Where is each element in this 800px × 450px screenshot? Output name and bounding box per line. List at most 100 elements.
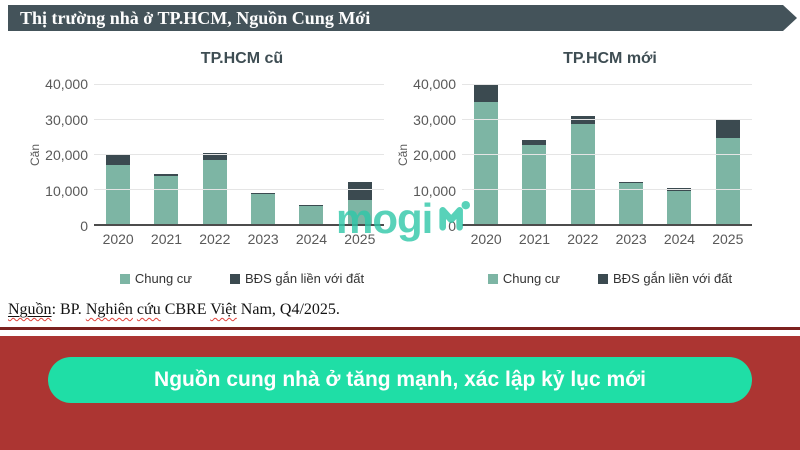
title-banner: Thị trường nhà ở TP.HCM, Nguồn Cung Mới [8, 5, 797, 31]
legend: Chung cư BĐS gắn liền với đất [94, 271, 390, 286]
bar-segment [522, 140, 547, 146]
source-note: Nguồn: BP. Nghiên cứu CBRE Việt Nam, Q4/… [8, 301, 340, 319]
stacked-bar-2020 [474, 84, 499, 224]
gridline [94, 154, 384, 155]
legend: Chung cư BĐS gắn liền với đất [462, 271, 758, 286]
legend-label: Chung cư [502, 271, 561, 286]
chart-tphcm-cu: TP.HCM cũ Căn 40,000 30,000 20,000 10,000 0 … [28, 50, 390, 286]
y-tick: 40,000 [45, 76, 88, 92]
x-label: 2021 [150, 231, 183, 247]
gridline [94, 189, 384, 190]
gridline [462, 84, 752, 85]
x-label: 2023 [615, 231, 647, 247]
bar-segment [106, 155, 131, 165]
y-tick: 20,000 [45, 147, 88, 163]
stacked-bar-2021 [154, 84, 179, 224]
x-label: 2024 [663, 231, 696, 247]
legend-item: BĐS gắn liền với đất [230, 271, 364, 286]
bar-slot-2025 [336, 84, 384, 224]
gridline [94, 84, 384, 85]
bar-segment [251, 193, 276, 224]
gridline [462, 154, 752, 155]
chart-title: TP.HCM cũ [200, 50, 284, 67]
headline-pill: Nguồn cung nhà ở tăng mạnh, xác lập kỷ l… [48, 357, 752, 403]
stacked-bar-2021 [522, 84, 547, 224]
y-tick: 0 [448, 218, 456, 234]
x-label: 2022 [567, 231, 599, 247]
bar-segment [474, 84, 499, 102]
bar-slot-2020 [462, 84, 510, 224]
bar-segment [299, 204, 324, 206]
x-axis-labels: 2020 2021 2022 2023 2024 2025 [94, 231, 384, 247]
y-tick: 10,000 [45, 182, 88, 199]
source-segment: Nguồn [8, 301, 52, 318]
mogi-watermark: mogi [336, 195, 471, 242]
bar-segment [154, 173, 179, 176]
bar-segment [619, 182, 644, 184]
y-tick: 30,000 [413, 111, 456, 128]
bar-slot-2023 [239, 84, 287, 224]
y-tick: 20,000 [413, 147, 456, 163]
bar-segment [202, 152, 227, 161]
y-axis-ticks: 40,000 30,000 20,000 10,000 0 [410, 76, 462, 234]
y-tick: 10,000 [413, 182, 456, 199]
gridline [94, 119, 384, 120]
bar-segment [154, 175, 179, 224]
plot-area [94, 84, 384, 226]
x-label: 2023 [247, 231, 279, 247]
legend-swatch [230, 273, 241, 284]
x-label: 2025 [712, 231, 744, 247]
x-label: 2024 [295, 231, 328, 247]
bar-segment [474, 101, 499, 224]
bars [94, 84, 384, 224]
bar-slot-2020 [94, 84, 142, 224]
bar-segment [715, 119, 740, 139]
bar-slot-2025 [704, 84, 752, 224]
bar-segment [106, 164, 131, 224]
x-label: 2022 [199, 231, 231, 247]
stacked-bar-2022 [202, 84, 227, 224]
chart-title: TP.HCM mới [563, 50, 657, 67]
red-divider-line [0, 327, 800, 330]
bar-segment [299, 205, 324, 224]
x-label: 2020 [102, 231, 134, 247]
legend-label: Chung cư [134, 271, 193, 286]
x-label: 2021 [518, 231, 551, 247]
source-segment: Nghiên [85, 301, 133, 318]
plot-area [462, 84, 752, 226]
legend-item: Chung cư [119, 271, 193, 286]
gridline [462, 189, 752, 190]
legend-item: BĐS gắn liền với đất [598, 271, 732, 286]
stacked-bar-2024 [299, 84, 324, 224]
legend-swatch [487, 273, 498, 284]
bar-segment [202, 160, 227, 224]
chart-tphcm-moi: TP.HCM mới Căn 40,000 30,000 20,000 10,000 0… [396, 50, 758, 286]
mogi-logo-icon [439, 200, 471, 231]
page-title: Thị trường nhà ở TP.HCM, Nguồn Cung Mới [20, 8, 371, 28]
bar-segment [570, 124, 595, 224]
bar-segment [347, 182, 372, 200]
mogi-watermark-text: mogi [336, 195, 433, 242]
bar-segment [715, 138, 740, 224]
bar-segment [251, 192, 276, 194]
x-label: 2020 [470, 231, 502, 247]
y-tick: 30,000 [45, 111, 88, 128]
red-footer: Nguồn cung nhà ở tăng mạnh, xác lập kỷ l… [0, 336, 800, 450]
bar-segment [347, 199, 372, 224]
gridline [462, 119, 752, 120]
source-segment: Nam, Q4/2025. [236, 301, 340, 318]
bar-slot-2024 [287, 84, 335, 224]
bar-slot-2022 [191, 84, 239, 224]
stacked-bar-2023 [251, 84, 276, 224]
source-segment: : BP. [51, 301, 86, 318]
x-label: 2025 [344, 231, 376, 247]
y-axis-ticks: 40,000 30,000 20,000 10,000 0 [42, 76, 94, 234]
source-segment: CBRE [160, 301, 211, 318]
legend-label: BĐS gắn liền với đất [613, 271, 733, 286]
stacked-bar-2025 [715, 84, 740, 224]
bar-segment [667, 190, 692, 224]
charts-row: TP.HCM cũ Căn 40,000 30,000 20,000 10,000 0 … [28, 50, 758, 286]
stacked-bar-2025 [347, 84, 372, 224]
y-axis-label: Căn [28, 144, 42, 167]
